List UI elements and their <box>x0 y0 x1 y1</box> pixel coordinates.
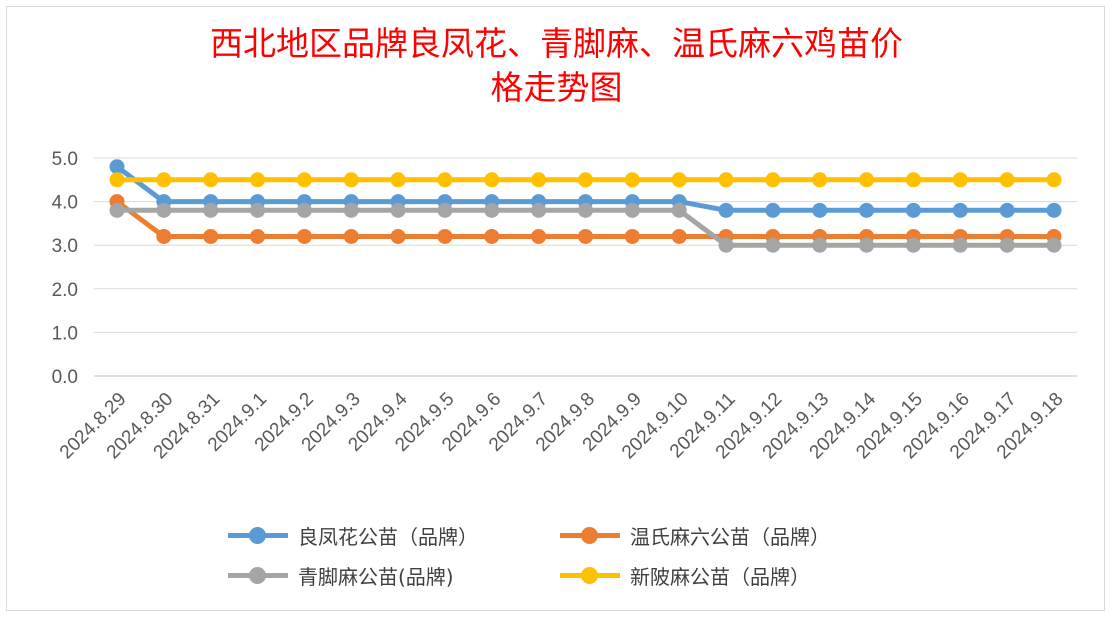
legend-label: 良凤花公苗（品牌） <box>298 524 478 549</box>
chart-title-line-1: 西北地区品牌良凤花、青脚麻、温氏麻六鸡苗价 <box>210 24 903 63</box>
series-lines <box>109 159 1062 253</box>
data-point <box>296 172 312 188</box>
series-3 <box>109 172 1062 188</box>
data-point <box>203 202 219 218</box>
data-point <box>999 172 1015 188</box>
y-axis-ticks: 0.0 1.0 2.0 3.0 4.0 5.0 <box>52 149 78 388</box>
legend-swatch-marker <box>249 567 266 584</box>
data-point <box>390 172 406 188</box>
data-point <box>578 172 593 188</box>
data-point <box>484 172 500 188</box>
data-point <box>718 237 734 253</box>
data-point <box>671 202 687 218</box>
legend-label: 温氏麻六公苗（品牌） <box>630 524 830 549</box>
legend-label: 青脚麻公苗(品牌) <box>298 564 454 589</box>
data-point <box>905 202 921 218</box>
data-point <box>671 172 687 188</box>
data-point <box>1046 237 1062 253</box>
data-point <box>343 202 359 218</box>
data-point <box>859 237 875 253</box>
legend-item-liangfenghua: 良凤花公苗（品牌） <box>228 518 478 552</box>
legend-swatch-marker <box>581 527 598 544</box>
legend-swatch-wenshimaliu <box>560 525 620 545</box>
data-point <box>484 228 500 244</box>
legend-swatch-marker <box>249 527 266 544</box>
data-point <box>531 202 547 218</box>
data-point <box>718 172 734 188</box>
data-point <box>203 172 219 188</box>
chart-title-line-2: 格走势图 <box>490 68 623 107</box>
data-point <box>390 228 406 244</box>
data-point <box>624 228 640 244</box>
data-point <box>624 202 640 218</box>
data-point <box>765 237 781 253</box>
data-point <box>578 228 593 244</box>
data-point <box>343 228 359 244</box>
data-point <box>250 202 266 218</box>
data-point <box>437 172 453 188</box>
legend-swatch-xinpima <box>560 565 620 585</box>
legend-swatch-qingjiaoma <box>228 565 288 585</box>
data-point <box>156 202 172 218</box>
data-point <box>859 172 875 188</box>
data-point <box>203 228 219 244</box>
data-point <box>296 202 312 218</box>
legend-swatch-marker <box>581 567 598 584</box>
data-point <box>952 237 968 253</box>
data-point <box>156 172 172 188</box>
data-point <box>531 172 547 188</box>
series-2 <box>109 202 1062 253</box>
data-point <box>296 228 312 244</box>
data-point <box>531 228 547 244</box>
data-point <box>1046 202 1062 218</box>
chart-title: 西北地区品牌良凤花、青脚麻、温氏麻六鸡苗价 格走势图 <box>0 22 1113 110</box>
legend-swatch-liangfenghua <box>228 525 288 545</box>
data-point <box>437 202 453 218</box>
data-point <box>250 172 266 188</box>
data-point <box>343 172 359 188</box>
data-point <box>437 228 453 244</box>
data-point <box>952 172 968 188</box>
data-point <box>999 202 1015 218</box>
data-point <box>812 172 828 188</box>
data-point <box>952 202 968 218</box>
data-point <box>1046 172 1062 188</box>
data-point <box>765 202 781 218</box>
data-point <box>671 228 687 244</box>
data-point <box>250 228 266 244</box>
data-point <box>390 202 406 218</box>
data-point <box>624 172 640 188</box>
y-tick-label: 4.0 <box>52 193 78 214</box>
data-point <box>109 202 125 218</box>
gridlines <box>94 157 1077 377</box>
legend-item-qingjiaoma: 青脚麻公苗(品牌) <box>228 558 454 592</box>
data-point <box>859 202 875 218</box>
x-axis-ticks: 2024.8.292024.8.302024.8.312024.9.12024.… <box>56 388 1068 463</box>
legend-item-wenshimaliu: 温氏麻六公苗（品牌） <box>560 518 830 552</box>
y-tick-label: 1.0 <box>52 323 78 344</box>
y-tick-label: 5.0 <box>52 149 78 170</box>
data-point <box>109 159 125 175</box>
data-point <box>812 237 828 253</box>
legend-label: 新陂麻公苗（品牌） <box>630 564 810 589</box>
data-point <box>765 172 781 188</box>
data-point <box>999 237 1015 253</box>
y-tick-label: 0.0 <box>52 367 78 388</box>
y-tick-label: 2.0 <box>52 280 78 301</box>
data-point <box>812 202 828 218</box>
y-tick-label: 3.0 <box>52 236 78 257</box>
data-point <box>718 202 734 218</box>
data-point <box>484 202 500 218</box>
data-point <box>109 172 125 188</box>
data-point <box>156 228 172 244</box>
legend-item-xinpima: 新陂麻公苗（品牌） <box>560 558 810 592</box>
data-point <box>578 202 593 218</box>
chart-frame <box>6 6 1105 611</box>
data-point <box>905 237 921 253</box>
data-point <box>905 172 921 188</box>
